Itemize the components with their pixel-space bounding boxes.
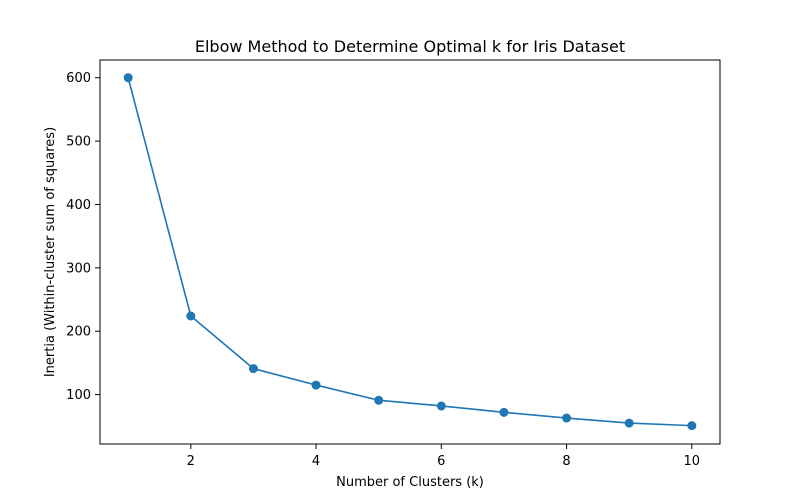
data-point xyxy=(374,395,384,405)
x-tick-label: 8 xyxy=(562,454,570,469)
y-tick-label: 300 xyxy=(66,261,91,276)
data-point xyxy=(186,311,196,321)
y-tick-label: 200 xyxy=(66,325,91,340)
data-point xyxy=(311,380,321,390)
ticks-layer: 2 4 6 8 10 100 200 300 400 500 600 xyxy=(66,71,700,469)
x-axis-label: Number of Clusters (k) xyxy=(336,475,484,490)
plot-frame xyxy=(99,59,721,445)
series-layer xyxy=(123,73,697,431)
y-axis-label: Inertia (Within-cluster sum of squares) xyxy=(43,127,58,377)
data-point xyxy=(562,413,572,423)
series-line xyxy=(127,77,692,427)
data-point xyxy=(248,364,258,374)
data-point xyxy=(123,73,133,83)
data-point xyxy=(624,418,634,428)
x-tick-label: 2 xyxy=(187,454,195,469)
y-tick-label: 600 xyxy=(66,71,91,86)
y-tick-label: 400 xyxy=(66,198,91,213)
y-tick-label: 100 xyxy=(66,388,91,403)
chart-title: Elbow Method to Determine Optimal k for … xyxy=(195,37,625,56)
data-point xyxy=(687,421,697,431)
y-tick-label: 500 xyxy=(66,135,91,150)
x-tick-label: 6 xyxy=(437,454,445,469)
x-tick-label: 10 xyxy=(684,454,701,469)
x-tick-label: 4 xyxy=(312,454,320,469)
data-point xyxy=(499,407,509,417)
data-point xyxy=(436,401,446,411)
